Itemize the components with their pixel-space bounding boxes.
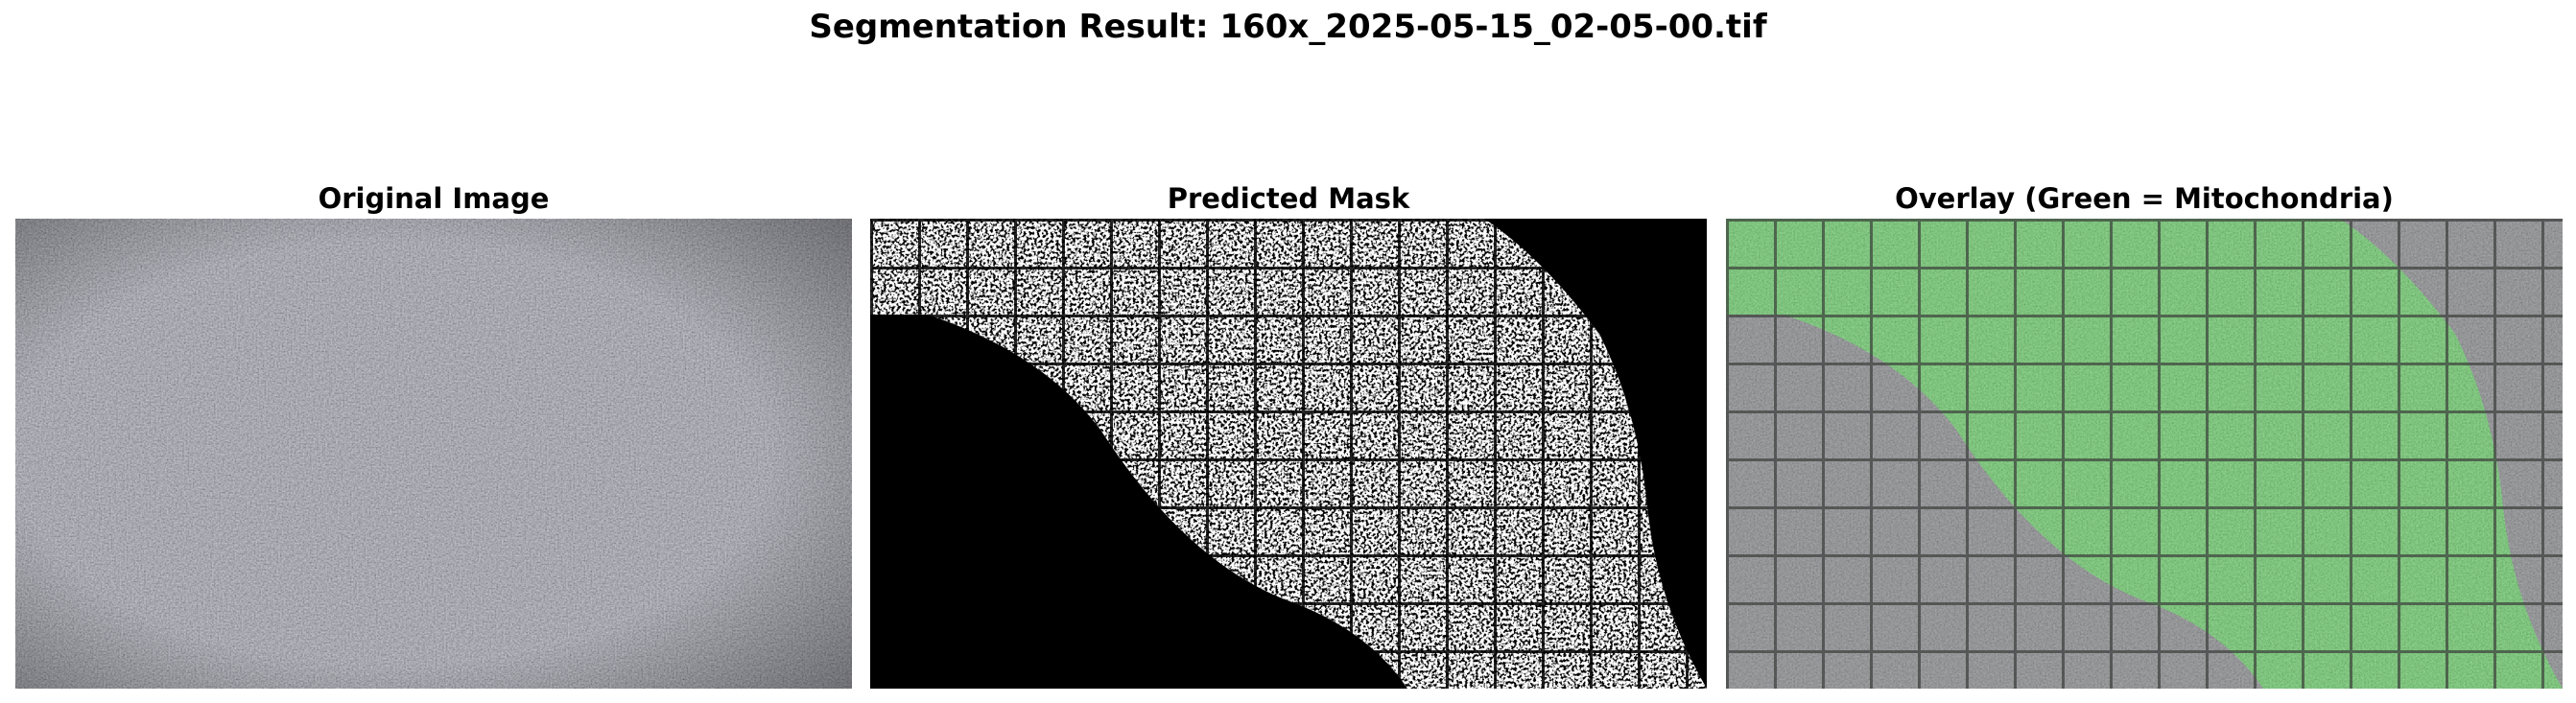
original-image	[15, 219, 852, 689]
overlay-image	[1726, 219, 2563, 689]
panel-title-overlay: Overlay (Green = Mitochondria)	[1895, 182, 2394, 215]
panel-title-mask: Predicted Mask	[1167, 182, 1410, 215]
panel-title-original: Original Image	[318, 182, 550, 215]
panel-original: Original Image	[15, 180, 852, 689]
panel-mask: Predicted Mask	[870, 180, 1707, 689]
panel-overlay: Overlay (Green = Mitochondria)	[1726, 180, 2563, 689]
figure-title: Segmentation Result: 160x_2025-05-15_02-…	[809, 8, 1767, 46]
predicted-mask-image	[870, 219, 1707, 689]
